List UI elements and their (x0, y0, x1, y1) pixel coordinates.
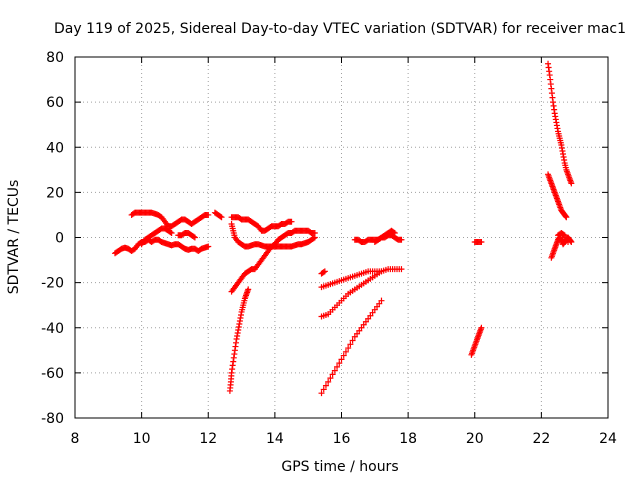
x-tick-label: 16 (333, 431, 351, 447)
data-point (340, 352, 347, 359)
data-point (360, 321, 367, 328)
data-point (378, 268, 385, 275)
data-point (331, 367, 338, 374)
x-tick-label: 24 (599, 431, 617, 447)
data-point (329, 371, 336, 378)
series-arc-20 (548, 229, 575, 261)
data-point (351, 333, 358, 340)
series-arc-17 (471, 239, 485, 246)
data-point (371, 306, 378, 313)
series-arc-4 (175, 229, 198, 241)
data-point (398, 236, 405, 243)
series-arc-8 (228, 227, 318, 295)
x-tick-label: 22 (532, 431, 550, 447)
grid-lines (75, 57, 608, 418)
data-points (111, 60, 575, 397)
series-arc-3 (138, 225, 175, 248)
series-arc-7 (228, 220, 318, 250)
series-arc-16 (468, 324, 485, 358)
data-point (398, 266, 405, 273)
data-point (354, 330, 361, 337)
data-point (376, 300, 383, 307)
data-point (374, 303, 381, 310)
series-arc-9 (226, 286, 252, 394)
data-point (205, 211, 212, 218)
data-point (565, 239, 572, 246)
data-point (356, 327, 363, 334)
data-point (345, 345, 352, 352)
series-arc-19 (545, 171, 570, 221)
data-point (369, 309, 376, 316)
data-point (190, 233, 197, 240)
series-arc-12 (318, 268, 385, 320)
data-point (325, 378, 332, 385)
x-tick-label: 12 (199, 431, 217, 447)
plot-frame (74, 56, 609, 419)
data-point (560, 231, 567, 238)
y-tick-label: -20 (41, 276, 64, 292)
x-tick-label: 8 (71, 431, 80, 447)
data-point (321, 268, 328, 275)
x-tick-label: 20 (466, 431, 484, 447)
data-point (391, 229, 398, 236)
y-tick-label: 60 (46, 95, 64, 111)
x-axis-title: GPS time / hours (281, 459, 398, 475)
data-point (310, 235, 317, 242)
chart-title: Day 119 of 2025, Sidereal Day-to-day VTE… (54, 21, 626, 37)
data-point (336, 360, 343, 367)
data-point (320, 269, 327, 276)
data-point (568, 180, 575, 187)
x-tick-label: 14 (266, 431, 284, 447)
data-point (320, 386, 327, 393)
data-point (362, 318, 369, 325)
data-point (191, 234, 198, 241)
x-tick-label: 18 (399, 431, 417, 447)
y-tick-label: 20 (46, 185, 64, 201)
data-point (478, 324, 485, 331)
data-point (358, 324, 365, 331)
data-point (338, 356, 345, 363)
series-arc-18 (545, 60, 575, 187)
y-tick-label: -60 (41, 366, 64, 382)
y-tick-label: 0 (55, 231, 64, 247)
series-arc-13 (318, 297, 385, 397)
x-tick-label: 10 (133, 431, 151, 447)
series-arc-5 (211, 209, 225, 221)
data-point (168, 229, 175, 236)
data-point (218, 214, 225, 221)
data-point (349, 337, 356, 344)
y-axis-title: SDTVAR / TECUs (6, 180, 22, 295)
y-tick-label: -80 (41, 411, 64, 427)
data-point (365, 315, 372, 322)
data-point (334, 363, 341, 370)
series-arc-6 (228, 214, 295, 234)
series-arc-10 (318, 268, 328, 277)
y-tick-label: 80 (46, 50, 64, 66)
data-point (563, 214, 570, 221)
data-point (318, 390, 325, 397)
data-point (327, 375, 334, 382)
data-point (167, 229, 174, 236)
data-point (311, 229, 318, 236)
data-point (288, 218, 295, 225)
data-point (217, 213, 224, 220)
data-point (378, 297, 385, 304)
data-point (226, 387, 233, 394)
series-arc-1 (111, 236, 212, 257)
data-point (478, 239, 485, 246)
data-point (205, 243, 212, 250)
series-arc-2 (128, 209, 212, 230)
data-point (390, 229, 397, 236)
data-point (367, 312, 374, 319)
data-point (322, 382, 329, 389)
y-tick-label: 40 (46, 140, 64, 156)
y-tick-label: -40 (41, 321, 64, 337)
data-point (347, 341, 354, 348)
y-tick-labels: 80 60 40 20 0 -20 -40 -60 -80 (41, 50, 64, 427)
x-tick-labels: 8 10 12 14 16 18 20 22 24 (71, 431, 617, 447)
data-point (342, 348, 349, 355)
series-arc-15 (371, 227, 398, 246)
